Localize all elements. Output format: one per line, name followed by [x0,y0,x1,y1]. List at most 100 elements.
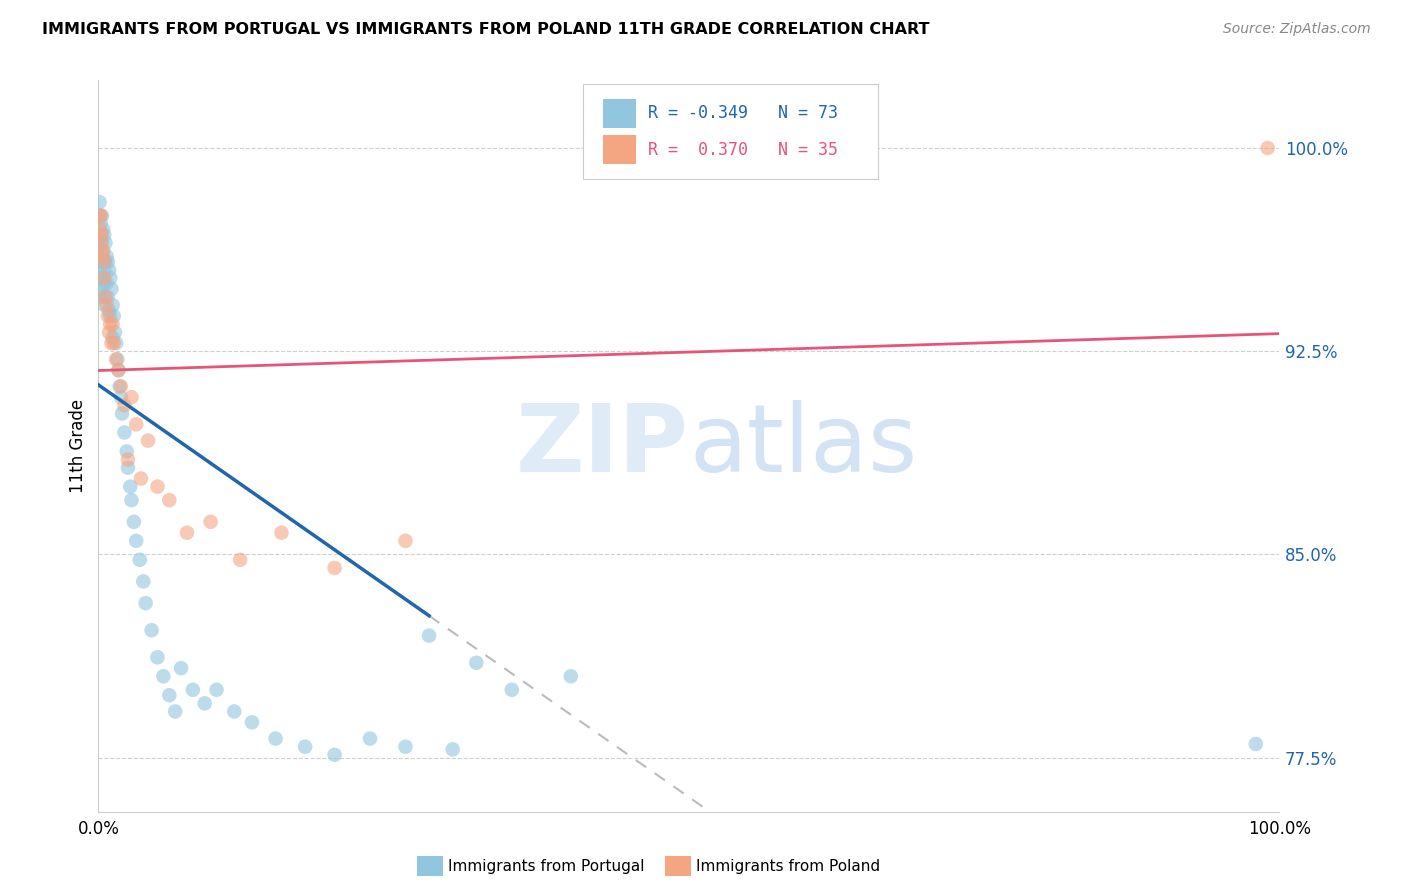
FancyBboxPatch shape [582,84,877,179]
Point [359,731,381,746]
Point [146,650,169,665]
Point [100,336,122,351]
Point [94,254,117,268]
Text: Immigrants from Poland: Immigrants from Poland [696,859,880,873]
Point [157,493,180,508]
Text: Immigrants from Portugal: Immigrants from Portugal [449,859,645,873]
Point [229,553,252,567]
Point [120,480,142,494]
Point [394,533,416,548]
Bar [603,136,636,164]
Point [115,444,138,458]
Point [270,525,292,540]
Point [181,682,204,697]
Point [89,235,111,250]
Point [97,254,120,268]
Point [105,336,128,351]
Point [90,227,112,242]
Point [90,290,112,304]
Point [98,303,121,318]
Point [90,209,112,223]
Point [112,425,135,440]
Point [121,390,143,404]
Point [121,493,143,508]
Point [91,235,114,250]
Point [94,290,117,304]
Point [90,271,112,285]
Text: R =  0.370   N = 35: R = 0.370 N = 35 [648,141,838,159]
Point [100,282,122,296]
Point [240,715,263,730]
Text: atlas: atlas [689,400,917,492]
Point [194,697,217,711]
Point [108,379,131,393]
Point [91,227,114,242]
Point [91,244,114,258]
Point [110,390,132,404]
Point [98,263,121,277]
Point [107,363,129,377]
Point [101,331,124,345]
Point [97,309,120,323]
Point [89,209,111,223]
Point [94,235,117,250]
Point [101,298,124,312]
Point [90,249,112,263]
Point [117,452,139,467]
Point [418,629,440,643]
Point [89,209,111,223]
Point [94,290,117,304]
Point [93,263,115,277]
Point [98,317,121,331]
Point [465,656,488,670]
Point [98,309,121,323]
Point [135,596,157,610]
Point [323,747,346,762]
Point [105,352,128,367]
Point [93,298,115,312]
Point [91,282,114,296]
Point [97,290,120,304]
Point [107,363,129,377]
Point [89,195,111,210]
Point [157,688,180,702]
Point [165,705,187,719]
Point [170,661,193,675]
Point [89,222,111,236]
Point [89,263,111,277]
Point [103,336,125,351]
Point [323,561,346,575]
Point [125,533,148,548]
Point [91,277,114,291]
Point [111,407,134,421]
Point [98,271,121,285]
Point [132,574,155,589]
Bar [603,99,636,128]
Point [91,222,114,236]
Point [93,271,115,285]
Text: Source: ZipAtlas.com: Source: ZipAtlas.com [1223,22,1371,37]
Point [103,309,125,323]
Point [501,682,523,697]
Point [105,352,128,367]
Point [205,682,228,697]
Point [200,515,222,529]
Point [117,460,139,475]
Point [394,739,416,754]
Point [96,249,118,263]
Point [1244,737,1267,751]
Point [101,317,124,331]
Point [176,525,198,540]
Point [128,553,150,567]
Point [125,417,148,432]
Point [90,217,112,231]
Point [264,731,287,746]
Point [112,398,135,412]
Text: R = -0.349   N = 73: R = -0.349 N = 73 [648,104,838,122]
Point [91,209,114,223]
Point [152,669,174,683]
Point [141,624,163,638]
Point [110,379,132,393]
Point [122,515,145,529]
Point [129,471,152,485]
